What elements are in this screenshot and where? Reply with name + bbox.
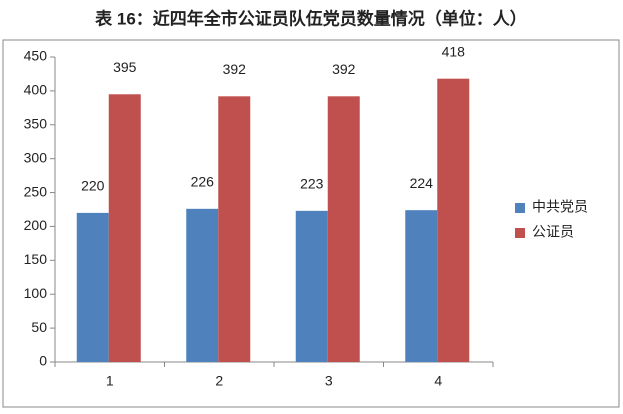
chart-frame	[2, 39, 620, 408]
data-label: 395	[113, 59, 137, 75]
bar	[437, 78, 470, 362]
y-tick-label: 250	[24, 183, 48, 199]
bar	[218, 96, 251, 363]
bar	[295, 210, 328, 362]
legend-label: 公证员	[532, 224, 574, 240]
data-label: 224	[410, 175, 434, 191]
x-tick-label: 3	[325, 373, 333, 389]
y-tick-label: 150	[24, 251, 48, 267]
bar	[108, 94, 141, 363]
data-label: 392	[332, 61, 356, 77]
legend-swatch	[515, 228, 525, 238]
bar	[327, 96, 360, 363]
legend-label: 中共党员	[532, 199, 588, 215]
y-tick-label: 100	[24, 285, 48, 301]
y-tick-label: 300	[24, 149, 48, 165]
y-tick-label: 450	[24, 48, 48, 64]
bar	[405, 210, 438, 362]
y-tick-label: 400	[24, 82, 48, 98]
y-tick-label: 200	[24, 217, 48, 233]
data-label: 418	[442, 43, 466, 59]
bar	[76, 212, 109, 362]
data-label: 220	[81, 178, 105, 194]
x-tick-label: 4	[434, 373, 442, 389]
x-tick-label: 1	[106, 373, 114, 389]
chart-title: 表 16：近四年全市公证员队伍党员数量情况（单位：人）	[95, 8, 527, 28]
y-tick-label: 50	[31, 319, 47, 335]
y-tick-label: 350	[24, 115, 48, 131]
y-tick-label: 0	[39, 353, 47, 369]
legend-swatch	[515, 203, 525, 213]
data-label: 223	[300, 176, 324, 192]
data-label: 392	[223, 61, 247, 77]
bar	[186, 208, 219, 362]
data-label: 226	[191, 174, 215, 190]
x-tick-label: 2	[215, 373, 223, 389]
